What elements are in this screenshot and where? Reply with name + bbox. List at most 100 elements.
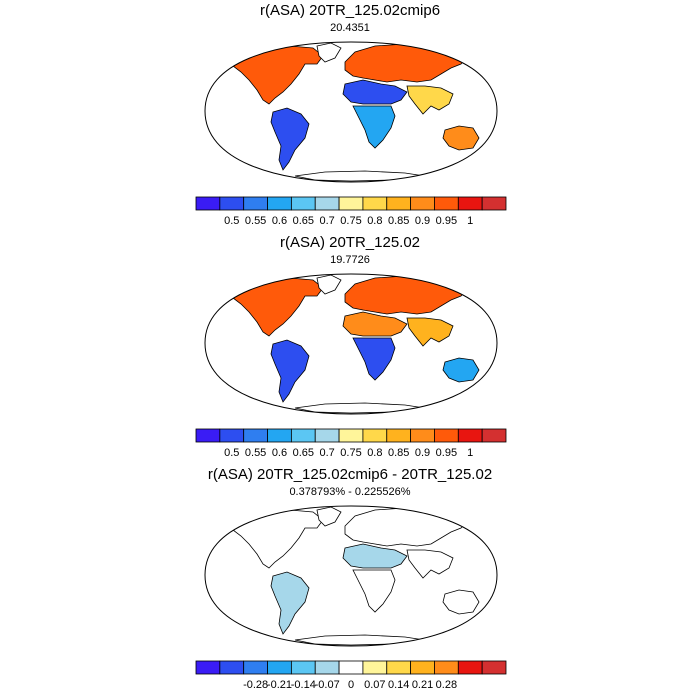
colorbar-swatch	[195, 196, 221, 211]
colorbar-swatch	[267, 660, 292, 675]
colorbar-swatch	[481, 196, 507, 211]
colorbar-tick-label: 0.65	[293, 447, 314, 459]
region-central-africa	[352, 105, 396, 149]
colorbar-tick-label: 0.9	[415, 447, 430, 459]
colorbar-swatch	[434, 196, 459, 211]
colorbar-swatch	[243, 660, 268, 675]
colorbar-swatch	[219, 196, 245, 211]
colorbar-swatch	[338, 428, 364, 443]
colorbar-tick-label: 0.07	[364, 679, 385, 691]
colorbar-tick-label: -0.07	[315, 679, 340, 691]
colorbar-swatch	[338, 660, 364, 675]
chart-title: r(ASA) 20TR_125.02	[279, 234, 421, 251]
colorbar-tick-label: 0.6	[272, 215, 287, 227]
colorbar-swatch	[290, 196, 316, 211]
colorbar-swatch	[243, 196, 268, 211]
colorbar-swatch	[481, 428, 507, 443]
colorbar-tick-label: -0.14	[291, 679, 316, 691]
world-map	[204, 41, 498, 183]
colorbar-swatch	[195, 660, 221, 675]
colorbar-tick-label: 0.95	[436, 215, 457, 227]
colorbar-tick-label: 0.95	[436, 447, 457, 459]
colorbar-tick-label: 0.28	[436, 679, 457, 691]
region-sahara-and-arabia	[342, 311, 408, 337]
colorbar-tick-label: -0.28	[243, 679, 268, 691]
colorbar-tick-label: 0.21	[412, 679, 433, 691]
region-india-and-south-asia	[406, 85, 454, 115]
region-north-america	[232, 277, 324, 337]
colorbar-tick-label: 0.5	[224, 215, 239, 227]
colorbar-swatch	[195, 428, 221, 443]
colorbar-tick-label: 0.75	[340, 215, 361, 227]
colorbar: -0.28-0.21-0.14-0.07 0 0.07 0.14 0.21 0.28	[195, 660, 507, 691]
colorbar-swatch	[386, 660, 412, 675]
colorbar-swatch	[267, 196, 292, 211]
colorbar-swatch	[362, 660, 388, 675]
colorbar-tick-label: 0.85	[388, 215, 409, 227]
region-central-africa	[352, 569, 396, 613]
colorbar-swatch	[267, 428, 292, 443]
region-india-and-south-asia	[406, 317, 454, 347]
colorbar-swatch	[410, 428, 435, 443]
map-border	[204, 41, 498, 183]
region-north-america	[232, 509, 324, 569]
colorbar-swatch	[314, 660, 340, 675]
colorbar-swatch	[457, 660, 483, 675]
map-border	[204, 273, 498, 415]
colorbar-tick-label: 0.55	[245, 215, 266, 227]
colorbar-tick-label: 1	[467, 215, 473, 227]
colorbar-swatch	[362, 196, 388, 211]
colorbar-tick-label: 0.5	[224, 447, 239, 459]
colorbar-swatch	[410, 660, 435, 675]
colorbar-swatch	[481, 660, 507, 675]
colorbar-swatch	[386, 196, 412, 211]
colorbar-swatch	[243, 428, 268, 443]
map-border	[204, 505, 498, 647]
region-australia	[442, 357, 480, 383]
colorbar-swatch	[314, 196, 340, 211]
colorbar-swatch	[338, 196, 364, 211]
chart-subtitle: 19.7726	[330, 254, 370, 266]
world-map	[204, 273, 498, 415]
region-sahara-and-arabia	[342, 79, 408, 105]
region-greenland	[316, 274, 342, 295]
colorbar-swatch	[362, 428, 388, 443]
colorbar-tick-label: 0.75	[340, 447, 361, 459]
region-sahara-and-arabia	[342, 543, 408, 569]
colorbar-swatch	[457, 196, 483, 211]
colorbar-tick-label: 0.8	[367, 215, 382, 227]
chart-subtitle: 0.378793% - 0.225526%	[289, 486, 411, 498]
region-north-america	[232, 45, 324, 105]
colorbar: 0.5 0.55 0.6 0.65 0.7 0.75 0.8 0.85 0.9 0.95 1	[195, 428, 507, 459]
colorbar-tick-label: 0.6	[272, 447, 287, 459]
world-map	[204, 505, 498, 647]
region-greenland	[316, 42, 342, 63]
colorbar-swatch	[434, 660, 459, 675]
colorbar-tick-label: -0.21	[267, 679, 292, 691]
colorbar-swatch	[386, 428, 412, 443]
colorbar-tick-label: 0	[348, 679, 354, 691]
colorbar-tick-label: 0.9	[415, 215, 430, 227]
region-south-america	[270, 107, 310, 171]
region-south-america	[270, 571, 310, 635]
region-central-africa	[352, 337, 396, 381]
chart-title: r(ASA) 20TR_125.02cmip6 - 20TR_125.02	[207, 466, 493, 483]
colorbar: 0.5 0.55 0.6 0.65 0.7 0.75 0.8 0.85 0.9 0.95 1	[195, 196, 507, 227]
colorbar-swatch	[290, 428, 316, 443]
colorbar-tick-label: 1	[467, 447, 473, 459]
colorbar-swatch	[410, 196, 435, 211]
colorbar-tick-label: 0.7	[320, 215, 335, 227]
colorbar-tick-label: 0.65	[293, 215, 314, 227]
colorbar-tick-label: 0.7	[320, 447, 335, 459]
colorbar-swatch	[219, 428, 245, 443]
region-australia	[442, 125, 480, 151]
region-greenland	[316, 506, 342, 527]
colorbar-swatch	[434, 428, 459, 443]
region-india-and-south-asia	[406, 549, 454, 579]
colorbar-tick-label: 0.8	[367, 447, 382, 459]
region-australia	[442, 589, 480, 615]
colorbar-swatch	[219, 660, 245, 675]
colorbar-swatch	[314, 428, 340, 443]
colorbar-swatch	[457, 428, 483, 443]
region-south-america	[270, 339, 310, 403]
